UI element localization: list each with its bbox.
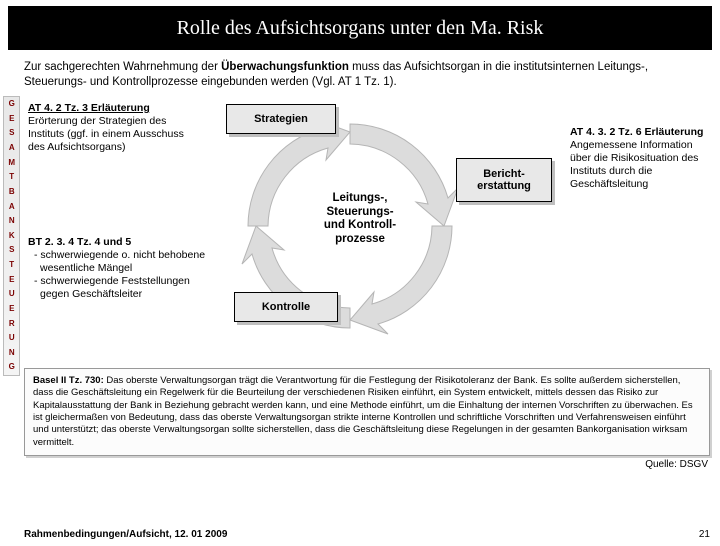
side-letter: M <box>8 159 14 167</box>
source-label: Quelle: DSGV <box>0 456 720 470</box>
cycle-diagram: Strategien Leitungs-, Steuerungs- und Ko… <box>220 96 480 356</box>
node-bericht: Bericht- erstattung <box>456 158 552 202</box>
note-left-top-heading: AT 4. 2 Tz. 3 Erläuterung <box>28 102 198 115</box>
side-letter: N <box>9 349 14 357</box>
side-letter: K <box>9 232 14 240</box>
footer-page: 21 <box>699 529 710 540</box>
side-letter: T <box>9 261 13 269</box>
node-bericht-label: Bericht- erstattung <box>477 168 531 192</box>
side-letter: S <box>9 129 14 137</box>
intro-text: Zur sachgerechten Wahrnehmung der Überwa… <box>0 50 720 96</box>
side-letter: E <box>9 305 14 313</box>
basel-box: Basel II Tz. 730: Das oberste Verwaltung… <box>24 368 710 456</box>
node-center-label: Leitungs-, Steuerungs- und Kontroll- pro… <box>324 192 396 247</box>
diagram-area: GESAMTBANKSTEUERUNG AT 4. 2 Tz. 3 Erläut… <box>0 96 720 368</box>
side-letter: A <box>9 144 14 152</box>
node-kontrolle-label: Kontrolle <box>262 301 310 313</box>
side-letter: E <box>9 276 14 284</box>
slide-title: Rolle des Aufsichtsorgans unter den Ma. … <box>177 17 544 40</box>
node-center: Leitungs-, Steuerungs- und Kontroll- pro… <box>310 188 410 251</box>
note-right: AT 4. 3. 2 Tz. 6 Erläuterung Angemessene… <box>570 126 710 192</box>
note-left-bottom-li2: - schwerwiegende Feststellungen gegen Ge… <box>34 275 208 301</box>
side-letter: R <box>9 320 14 328</box>
side-letter: T <box>9 173 13 181</box>
side-letter: A <box>9 203 14 211</box>
side-letter: G <box>9 363 15 371</box>
basel-heading: Basel II Tz. 730: <box>33 375 104 386</box>
intro-bold: Überwachungsfunktion <box>221 61 349 73</box>
side-letter: E <box>9 115 14 123</box>
basel-body: Das oberste Verwaltungsorgan trägt die V… <box>33 375 693 448</box>
intro-pre: Zur sachgerechten Wahrnehmung der <box>24 61 221 73</box>
side-letter: B <box>9 188 14 196</box>
slide-header: Rolle des Aufsichtsorgans unter den Ma. … <box>8 6 712 50</box>
node-strategien: Strategien <box>226 104 336 134</box>
side-letter: N <box>9 217 14 225</box>
side-letter: S <box>9 246 14 254</box>
footer: Rahmenbedingungen/Aufsicht, 12. 01 2009 … <box>24 529 710 540</box>
side-letter: U <box>9 334 14 342</box>
note-left-top: AT 4. 2 Tz. 3 Erläuterung Erörterung der… <box>28 102 198 155</box>
side-letter: G <box>9 100 15 108</box>
note-left-bottom: BT 2. 3. 4 Tz. 4 und 5 - schwerwiegende … <box>28 236 208 302</box>
note-left-top-body: Erörterung der Strategien des Instituts … <box>28 115 198 154</box>
note-left-bottom-li1: - schwerwiegende o. nicht behobene wesen… <box>34 249 208 275</box>
note-right-body: Angemessene Information über die Risikos… <box>570 139 710 192</box>
node-strategien-label: Strategien <box>254 113 308 125</box>
note-left-bottom-heading: BT 2. 3. 4 Tz. 4 und 5 <box>28 236 208 249</box>
side-letter: U <box>9 290 14 298</box>
side-strip: GESAMTBANKSTEUERUNG <box>3 96 20 376</box>
note-right-heading: AT 4. 3. 2 Tz. 6 Erläuterung <box>570 126 710 139</box>
node-kontrolle: Kontrolle <box>234 292 338 322</box>
footer-left: Rahmenbedingungen/Aufsicht, 12. 01 2009 <box>24 529 227 540</box>
